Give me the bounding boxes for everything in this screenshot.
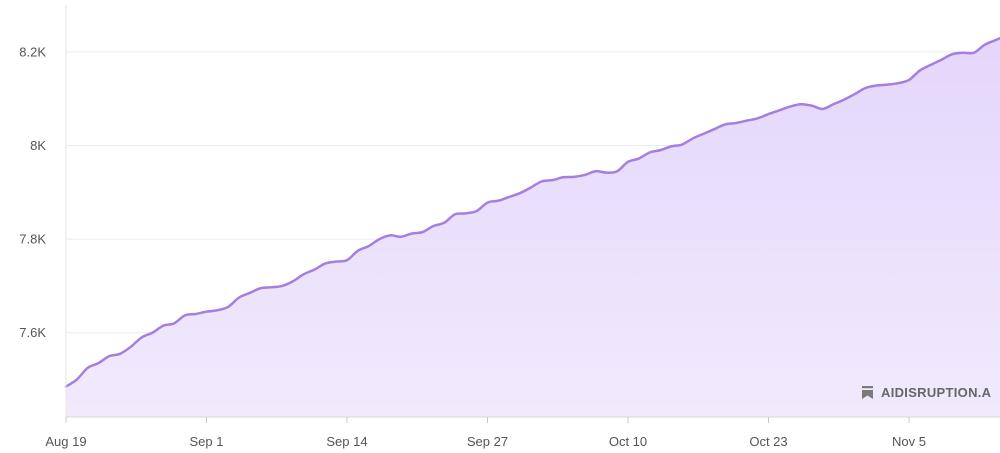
x-tick-label: Oct 23	[749, 434, 787, 449]
series-line	[64, 36, 1000, 388]
x-tick-label: Nov 5	[892, 434, 926, 449]
watermark-text: AIDISRUPTION.A	[881, 385, 992, 400]
y-tick-label: 8.2K	[19, 44, 46, 59]
x-tick-label: Sep 27	[467, 434, 508, 449]
y-tick-label: 7.8K	[19, 232, 46, 247]
series-area-fill	[66, 38, 1000, 417]
x-tick-label: Oct 10	[609, 434, 647, 449]
watermark: AIDISRUPTION.A	[862, 385, 992, 400]
x-tick-label: Aug 19	[45, 434, 86, 449]
x-tick-label: Sep 14	[326, 434, 367, 449]
bookmark-icon	[862, 386, 873, 399]
x-tick-label: Sep 1	[190, 434, 224, 449]
y-tick-label: 7.6K	[19, 325, 46, 340]
y-axis-ticks: 7.6K 7.8K 8K 8.2K	[19, 44, 46, 340]
y-tick-label: 8K	[30, 138, 46, 153]
x-axis-ticks: Aug 19 Sep 1 Sep 14 Sep 27 Oct 10 Oct 23 Nov 5	[45, 417, 926, 449]
